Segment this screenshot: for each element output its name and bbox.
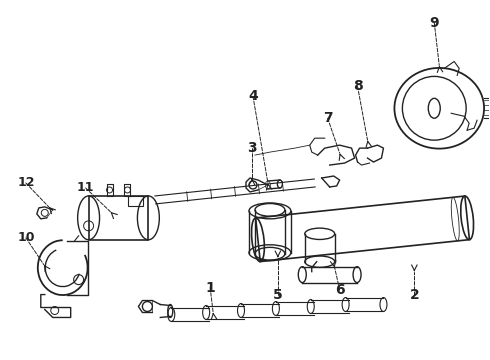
Text: 9: 9: [429, 15, 439, 30]
Text: 11: 11: [77, 181, 95, 194]
Text: 3: 3: [247, 141, 257, 155]
Text: 6: 6: [335, 283, 344, 297]
Text: 2: 2: [410, 288, 419, 302]
Bar: [256, 196, 469, 262]
Bar: [89, 196, 148, 240]
Text: 1: 1: [205, 280, 215, 294]
Text: 7: 7: [323, 111, 333, 125]
Text: 4: 4: [248, 89, 258, 103]
Text: 8: 8: [353, 79, 363, 93]
Bar: [128, 196, 144, 206]
Text: 5: 5: [273, 288, 283, 302]
Text: 12: 12: [17, 176, 35, 189]
Text: 10: 10: [17, 231, 35, 244]
